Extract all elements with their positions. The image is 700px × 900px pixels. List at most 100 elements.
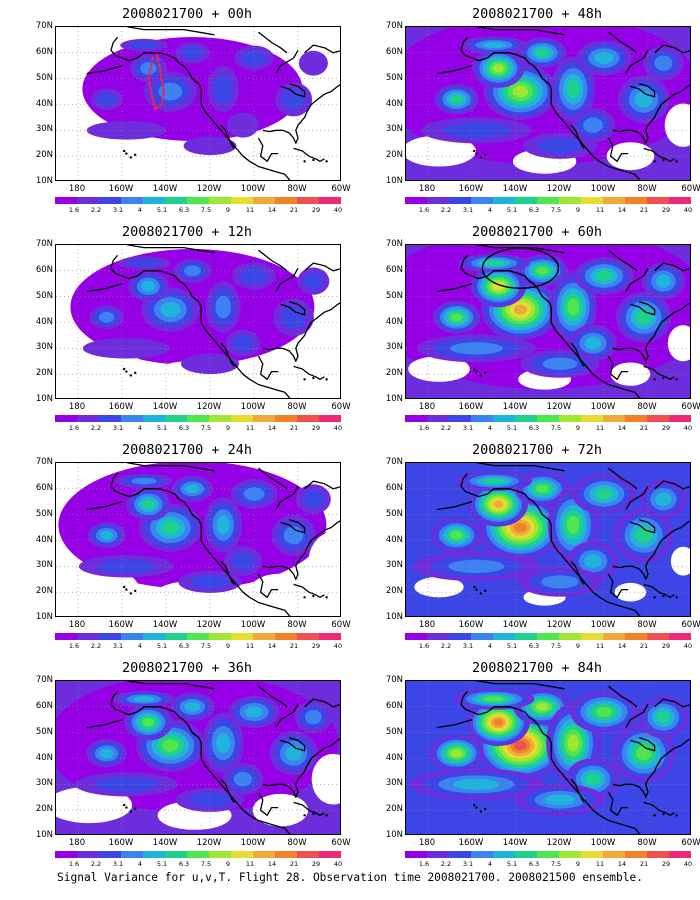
coastline — [460, 36, 641, 180]
low-signal-gap — [305, 310, 340, 376]
colorbar-swatch — [275, 415, 297, 422]
low-signal-gap — [664, 103, 690, 147]
coastline — [125, 463, 215, 472]
colorbar-label: 3.1 — [112, 206, 124, 214]
signal-contour — [484, 696, 504, 702]
colorbar-swatch — [231, 851, 253, 858]
colorbar-label: 1.6 — [68, 206, 80, 214]
colorbar-label: 4 — [137, 642, 143, 650]
colorbar-swatch — [669, 415, 691, 422]
lon-label: 100W — [240, 838, 266, 848]
colorbar-swatch — [253, 197, 275, 204]
low-signal-gap — [311, 753, 340, 805]
coastline — [654, 262, 690, 272]
signal-contour — [241, 50, 267, 66]
colorbar-label: 14 — [617, 642, 627, 650]
colorbar-swatch — [165, 415, 187, 422]
colorbar-swatch — [669, 197, 691, 204]
variance-map — [405, 462, 691, 617]
colorbar-label: 29 — [311, 642, 321, 650]
colorbar-swatch — [231, 197, 253, 204]
lon-label: 160W — [458, 402, 484, 412]
colorbar-swatch — [647, 415, 669, 422]
lat-label: 10N — [35, 176, 53, 186]
colorbar-label: 9 — [225, 424, 231, 432]
coastline — [110, 36, 291, 180]
coastline — [436, 283, 473, 293]
lon-label: 100W — [590, 620, 616, 630]
colorbar-swatch — [209, 197, 231, 204]
coastline — [570, 342, 585, 367]
coastline — [293, 583, 325, 598]
coastline — [607, 137, 629, 162]
colorbar-swatch — [187, 415, 209, 422]
colorbar-label: 7.5 — [550, 206, 562, 214]
signal-contour — [233, 772, 253, 787]
coastline — [220, 342, 235, 367]
coastline — [654, 698, 690, 708]
colorbar-label: 29 — [311, 206, 321, 214]
colorbar-swatch — [449, 197, 471, 204]
signal-contour — [635, 746, 652, 761]
lon-label: 180 — [418, 402, 436, 412]
signal-contour — [542, 357, 578, 371]
colorbar-label: 2.2 — [90, 424, 102, 432]
coastline — [460, 690, 641, 834]
coastline — [275, 485, 299, 510]
colorbar-label: 6.3 — [528, 206, 540, 214]
signal-contour — [483, 478, 505, 484]
colorbar — [55, 197, 341, 204]
colorbar-label: 3.1 — [112, 642, 124, 650]
colorbar-swatch — [581, 633, 603, 640]
colorbar-label: 11 — [245, 860, 255, 868]
lat-label: 70N — [35, 457, 53, 467]
coastline — [220, 778, 235, 803]
signal-contour — [450, 313, 463, 322]
colorbar-swatch — [297, 415, 319, 422]
coastline — [608, 31, 638, 54]
colorbar — [55, 851, 341, 858]
lat-label: 70N — [385, 21, 403, 31]
colorbar-swatch — [647, 197, 669, 204]
coastline — [293, 147, 325, 162]
colorbar-swatch — [187, 197, 209, 204]
colorbar-label: 9 — [225, 642, 231, 650]
colorbar-label: 4 — [137, 860, 143, 868]
colorbar-label: 21 — [639, 642, 649, 650]
signal-contour — [303, 272, 324, 290]
colorbar-label: 1.6 — [68, 860, 80, 868]
colorbar-label: 7.5 — [550, 424, 562, 432]
panel-title: 2008021700 + 36h — [121, 660, 253, 676]
colorbar-label: 1.6 — [418, 206, 430, 214]
signal-contour — [512, 85, 529, 98]
lon-label: 140W — [152, 184, 178, 194]
lat-label: 40N — [35, 534, 53, 545]
colorbar-swatch — [559, 851, 581, 858]
colorbar-swatch — [427, 415, 449, 422]
colorbar-swatch — [209, 633, 231, 640]
coastline — [280, 737, 306, 752]
lon-label: 180 — [68, 184, 86, 194]
coastline — [262, 520, 340, 580]
variance-map — [55, 26, 341, 181]
colorbar-label: 7.5 — [200, 206, 212, 214]
coastline — [125, 245, 215, 254]
lon-label: 140W — [502, 620, 528, 630]
lon-label: 120W — [196, 402, 222, 412]
signal-contour — [450, 531, 463, 540]
colorbar-label: 40 — [683, 860, 693, 868]
colorbar-swatch — [143, 851, 165, 858]
colorbar-label: 11 — [245, 206, 255, 214]
lon-label: 80W — [287, 620, 307, 630]
lat-label: 40N — [385, 752, 403, 763]
coastline — [460, 254, 641, 398]
lat-label: 60N — [385, 264, 403, 275]
lon-label: 180 — [418, 838, 436, 848]
signal-contour — [98, 312, 115, 323]
signal-contour — [227, 112, 259, 138]
variance-map — [405, 26, 691, 181]
map-panel: 2008021700 + 48h 70N 60N 50N 40N 30N 20N 10N 180… — [372, 6, 700, 216]
lat-label: 20N — [385, 586, 403, 597]
signal-contour — [585, 773, 601, 786]
coastline — [86, 501, 123, 511]
